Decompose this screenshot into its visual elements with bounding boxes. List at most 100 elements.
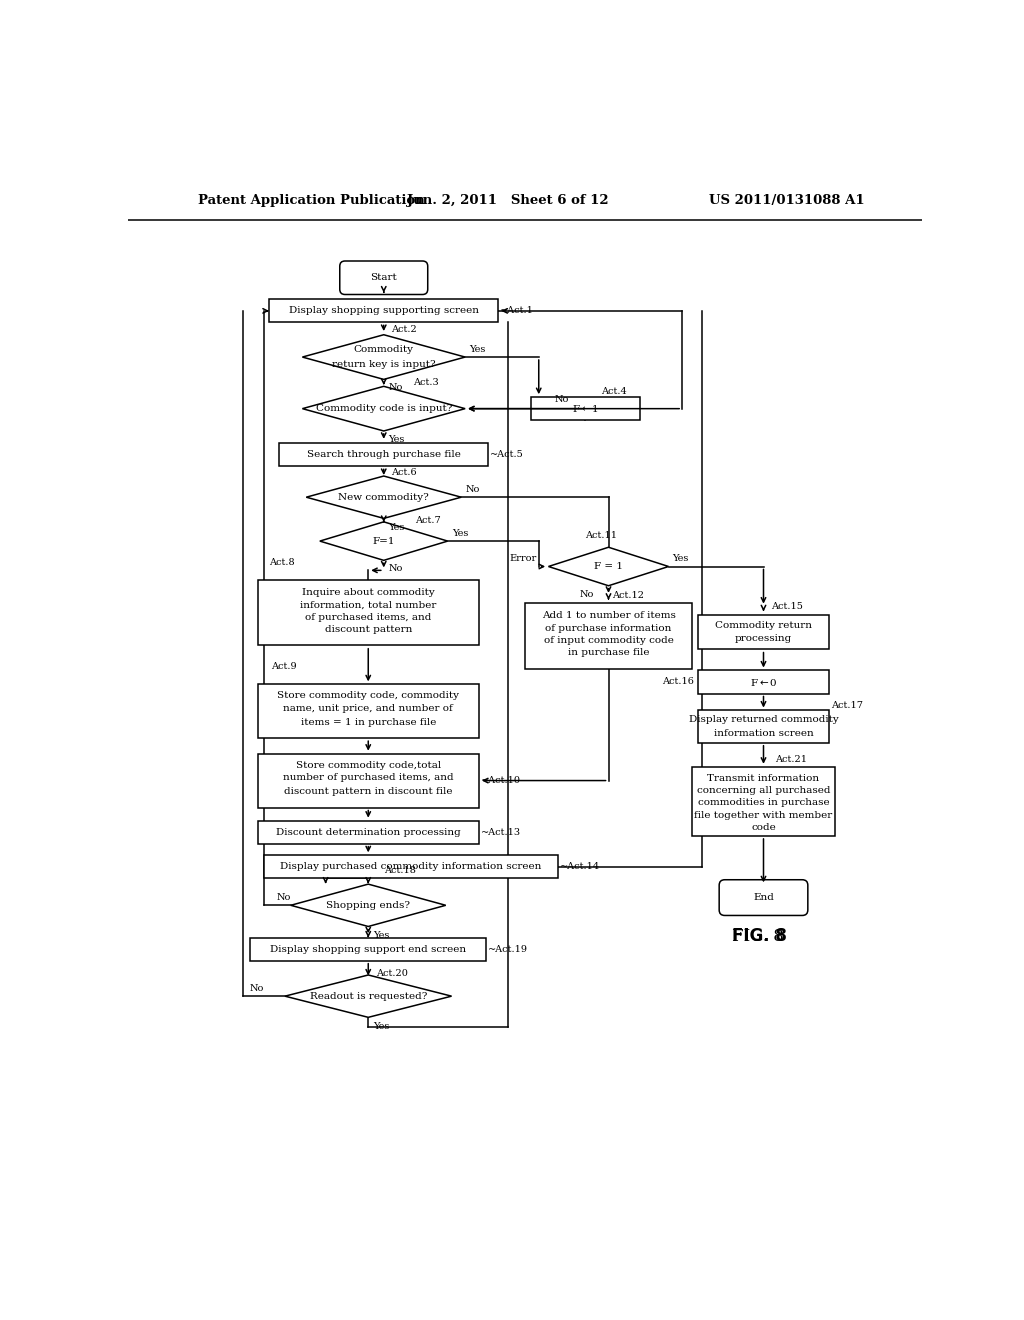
Text: number of purchased items, and: number of purchased items, and — [283, 774, 454, 781]
Text: No: No — [388, 565, 402, 573]
Bar — [258, 579, 478, 645]
Text: Commodity: Commodity — [353, 345, 414, 354]
Text: End: End — [753, 894, 774, 902]
Bar — [692, 767, 836, 836]
Text: Act.11: Act.11 — [585, 531, 616, 540]
Text: discount pattern: discount pattern — [325, 626, 412, 634]
Text: Yes: Yes — [373, 1023, 389, 1031]
Text: processing: processing — [735, 635, 793, 643]
Text: Readout is requested?: Readout is requested? — [309, 991, 427, 1001]
FancyBboxPatch shape — [719, 879, 808, 916]
Text: US 2011/0131088 A1: US 2011/0131088 A1 — [709, 194, 864, 207]
Text: Store commodity code,total: Store commodity code,total — [296, 760, 441, 770]
Text: Act.3: Act.3 — [414, 378, 439, 387]
Polygon shape — [549, 548, 669, 586]
Text: New commodity?: New commodity? — [338, 492, 429, 502]
Text: Yes: Yes — [469, 345, 485, 354]
Text: ~Act.5: ~Act.5 — [489, 450, 523, 459]
Text: Transmit information: Transmit information — [708, 774, 819, 783]
Text: Display shopping support end screen: Display shopping support end screen — [270, 945, 466, 953]
Polygon shape — [302, 335, 465, 379]
Text: code: code — [752, 824, 776, 832]
Text: F$\leftarrow$0: F$\leftarrow$0 — [750, 676, 777, 688]
Text: Error: Error — [510, 554, 537, 564]
Text: Yes: Yes — [373, 931, 389, 940]
Polygon shape — [306, 477, 461, 519]
Bar — [697, 615, 829, 649]
Text: Act.17: Act.17 — [830, 701, 863, 710]
Text: Act.18: Act.18 — [384, 866, 416, 875]
Text: Act.15: Act.15 — [771, 602, 803, 611]
Text: of input commodity code: of input commodity code — [544, 636, 674, 645]
Text: ~Act.13: ~Act.13 — [480, 828, 521, 837]
Text: Yes: Yes — [388, 436, 404, 444]
Text: Search through purchase file: Search through purchase file — [307, 450, 461, 459]
Bar — [531, 397, 640, 420]
Text: ~Act.1: ~Act.1 — [500, 306, 534, 315]
Text: ~Act.14: ~Act.14 — [560, 862, 600, 871]
Text: Store commodity code, commodity: Store commodity code, commodity — [278, 692, 459, 701]
Text: Act.8: Act.8 — [269, 558, 295, 568]
Text: Act.9: Act.9 — [271, 663, 297, 671]
Bar — [280, 444, 488, 466]
Text: Display shopping supporting screen: Display shopping supporting screen — [289, 306, 479, 315]
Text: items = 1 in purchase file: items = 1 in purchase file — [301, 718, 436, 726]
Text: Act.16: Act.16 — [662, 677, 693, 686]
Text: Jun. 2, 2011   Sheet 6 of 12: Jun. 2, 2011 Sheet 6 of 12 — [407, 194, 608, 207]
Text: F = 1: F = 1 — [594, 562, 623, 572]
Text: Display purchased commodity information screen: Display purchased commodity information … — [281, 862, 542, 871]
Bar — [263, 855, 558, 878]
Text: Yes: Yes — [672, 554, 688, 564]
Text: F=1: F=1 — [373, 537, 395, 545]
Text: Start: Start — [371, 273, 397, 282]
Text: FIG. 8: FIG. 8 — [732, 927, 787, 945]
Text: Act.4: Act.4 — [601, 387, 627, 396]
Bar — [258, 754, 478, 808]
FancyBboxPatch shape — [340, 261, 428, 294]
Text: Commodity code is input?: Commodity code is input? — [315, 404, 452, 413]
Text: file together with member: file together with member — [694, 810, 833, 820]
Text: Yes: Yes — [452, 529, 468, 537]
Text: Act.2: Act.2 — [391, 325, 417, 334]
Text: No: No — [580, 590, 594, 599]
Text: Shopping ends?: Shopping ends? — [327, 900, 411, 909]
Text: ~Act.10: ~Act.10 — [480, 776, 520, 785]
Bar — [525, 603, 692, 668]
Text: FIG. 8: FIG. 8 — [732, 928, 784, 945]
Text: return key is input?: return key is input? — [332, 360, 435, 370]
Text: Act.7: Act.7 — [415, 516, 440, 525]
Text: information, total number: information, total number — [300, 601, 436, 610]
Text: Inquire about commodity: Inquire about commodity — [302, 589, 434, 597]
Text: F$\leftarrow$1: F$\leftarrow$1 — [571, 403, 599, 414]
Text: No: No — [465, 484, 479, 494]
Text: in purchase file: in purchase file — [567, 648, 649, 657]
Text: Display returned commodity: Display returned commodity — [688, 715, 839, 725]
Text: Patent Application Publication: Patent Application Publication — [198, 194, 425, 207]
Text: Commodity return: Commodity return — [715, 620, 812, 630]
Text: Act.6: Act.6 — [391, 469, 417, 477]
Text: Yes: Yes — [388, 523, 404, 532]
Bar — [269, 300, 498, 322]
Bar — [697, 671, 829, 693]
Text: of purchased items, and: of purchased items, and — [305, 612, 431, 622]
Text: Add 1 to number of items: Add 1 to number of items — [542, 611, 676, 620]
Text: No: No — [555, 395, 569, 404]
Bar — [258, 684, 478, 738]
Text: Act.21: Act.21 — [775, 755, 807, 763]
Polygon shape — [291, 884, 445, 927]
Text: No: No — [249, 983, 263, 993]
Text: name, unit price, and number of: name, unit price, and number of — [284, 704, 454, 713]
Bar — [697, 710, 829, 743]
Polygon shape — [285, 975, 452, 1018]
Text: concerning all purchased: concerning all purchased — [696, 787, 830, 795]
Polygon shape — [302, 387, 465, 430]
Text: Discount determination processing: Discount determination processing — [275, 828, 461, 837]
Polygon shape — [319, 521, 447, 560]
Bar — [250, 937, 486, 961]
Text: No: No — [388, 383, 402, 392]
Text: No: No — [276, 894, 291, 902]
Text: Act.12: Act.12 — [612, 591, 644, 601]
Text: information screen: information screen — [714, 729, 813, 738]
Text: commodities in purchase: commodities in purchase — [697, 799, 829, 808]
Text: of purchase information: of purchase information — [546, 623, 672, 632]
